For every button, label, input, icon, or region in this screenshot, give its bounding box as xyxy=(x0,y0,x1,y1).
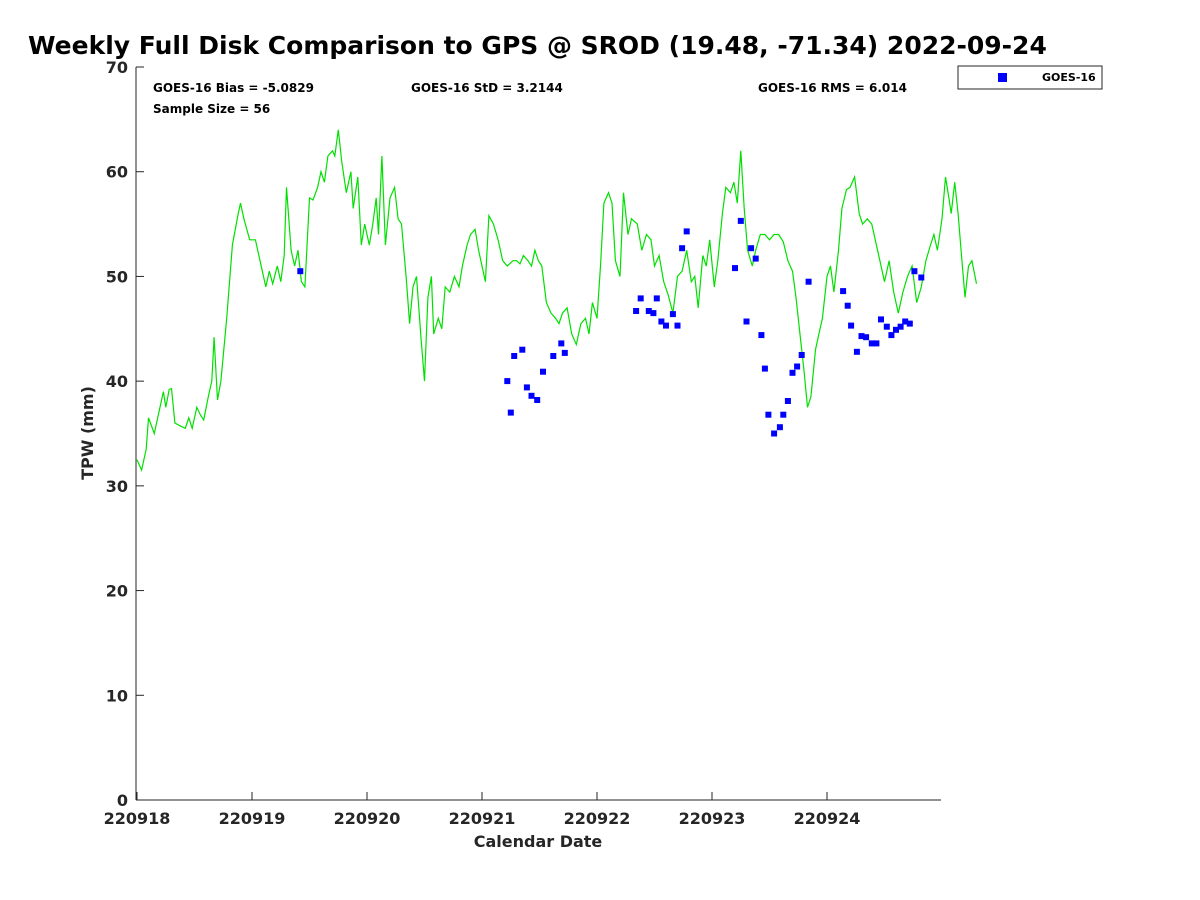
y-tick-label: 50 xyxy=(106,267,128,286)
goes16-data-point xyxy=(658,318,665,325)
y-tick-label: 20 xyxy=(106,582,128,601)
x-tick-label: 220918 xyxy=(104,809,171,828)
goes16-data-point xyxy=(878,316,884,323)
y-ticks: 0 10 20 30 40 50 60 70 xyxy=(106,58,144,810)
goes16-data-point xyxy=(798,352,805,358)
goes16-data-point xyxy=(752,255,759,262)
goes16-data-point xyxy=(748,245,755,252)
goes16-data-point xyxy=(848,322,855,329)
goes16-data-point xyxy=(858,333,865,340)
bias-stat: GOES-16 Bias = -5.0829 xyxy=(153,81,314,95)
goes16-data-point xyxy=(873,340,880,347)
goes16-data-point xyxy=(761,365,768,372)
goes16-data-point xyxy=(519,346,526,353)
y-axis-label: TPW (mm) xyxy=(78,386,97,480)
goes16-data-point xyxy=(902,318,909,325)
goes16-data-point xyxy=(844,302,851,309)
x-tick-label: 220919 xyxy=(219,809,286,828)
sample-size-stat: Sample Size = 56 xyxy=(153,102,270,116)
goes16-data-point xyxy=(528,392,535,399)
x-tick-label: 220922 xyxy=(564,809,631,828)
goes16-data-point xyxy=(633,308,640,314)
y-tick-label: 30 xyxy=(106,477,128,496)
goes16-data-point xyxy=(669,311,676,318)
goes16-data-point xyxy=(679,245,686,252)
goes16-data-point xyxy=(637,295,644,302)
goes16-data-point xyxy=(758,332,765,339)
gps-series-line xyxy=(136,129,978,473)
x-axis-label: Calendar Date xyxy=(474,832,603,851)
goes16-data-point xyxy=(765,411,772,418)
goes16-data-point xyxy=(550,353,557,359)
y-tick-label: 70 xyxy=(106,58,128,77)
goes16-data-point xyxy=(743,318,750,325)
legend-marker xyxy=(998,73,1007,82)
series-layer xyxy=(136,129,978,473)
goes16-data-point xyxy=(540,368,546,375)
goes16-data-point xyxy=(737,217,744,224)
goes16-data-point xyxy=(297,268,304,275)
y-tick-label: 60 xyxy=(106,163,128,182)
y-tick-label: 0 xyxy=(117,791,128,810)
goes16-data-point xyxy=(674,322,681,329)
goes16-data-point xyxy=(805,278,812,285)
goes16-data-point xyxy=(918,274,925,281)
goes16-data-point xyxy=(863,334,870,341)
x-ticks: 220918 220919 220920 220921 220922 220923 2209… xyxy=(104,792,861,828)
goes16-data-point xyxy=(650,310,657,317)
goes16-data-point xyxy=(771,430,778,437)
goes16-data-point xyxy=(911,268,918,275)
goes16-data-point xyxy=(645,308,652,314)
goes16-data-point xyxy=(504,378,511,385)
x-tick-label: 220921 xyxy=(449,809,516,828)
rms-stat: GOES-16 RMS = 6.014 xyxy=(758,81,907,95)
goes16-data-point xyxy=(897,323,904,330)
y-tick-label: 10 xyxy=(106,686,128,705)
plot-area xyxy=(135,67,941,801)
goes16-data-point xyxy=(653,295,660,302)
goes16-data-point xyxy=(523,384,530,391)
y-tick-label: 40 xyxy=(106,372,128,391)
x-tick-label: 220923 xyxy=(679,809,746,828)
goes16-data-point xyxy=(853,348,860,355)
goes16-data-point xyxy=(906,320,913,327)
goes16-data-point xyxy=(868,340,875,347)
goes16-data-point xyxy=(840,288,847,295)
goes16-data-point xyxy=(776,424,783,431)
x-tick-label: 220924 xyxy=(794,809,861,828)
goes16-data-point xyxy=(663,322,669,329)
goes16-data-point xyxy=(561,349,568,356)
goes16-data-point xyxy=(507,409,514,416)
goes16-data-point xyxy=(893,326,899,333)
legend: GOES-16 xyxy=(957,65,1103,90)
chart-title: Weekly Full Disk Comparison to GPS @ SRO… xyxy=(28,31,1047,60)
goes16-data-point xyxy=(683,228,690,235)
x-tick-label: 220920 xyxy=(334,809,401,828)
legend-box xyxy=(957,65,1103,90)
goes16-data-point xyxy=(789,369,796,376)
goes16-data-point xyxy=(784,398,791,404)
goes16-data-point xyxy=(794,363,801,370)
goes16-data-point xyxy=(780,411,787,418)
stats-block: GOES-16 Bias = -5.0829 Sample Size = 56 … xyxy=(153,81,907,116)
goes16-data-point xyxy=(732,265,738,272)
goes16-data-point xyxy=(888,332,895,339)
goes16-data-point xyxy=(534,397,541,403)
std-stat: GOES-16 StD = 3.2144 xyxy=(411,81,563,95)
goes16-data-point xyxy=(883,323,890,330)
axes-frame xyxy=(136,67,941,800)
goes16-data-point xyxy=(511,353,518,359)
legend-label: GOES-16 xyxy=(1042,71,1096,84)
goes16-data-point xyxy=(558,340,565,347)
